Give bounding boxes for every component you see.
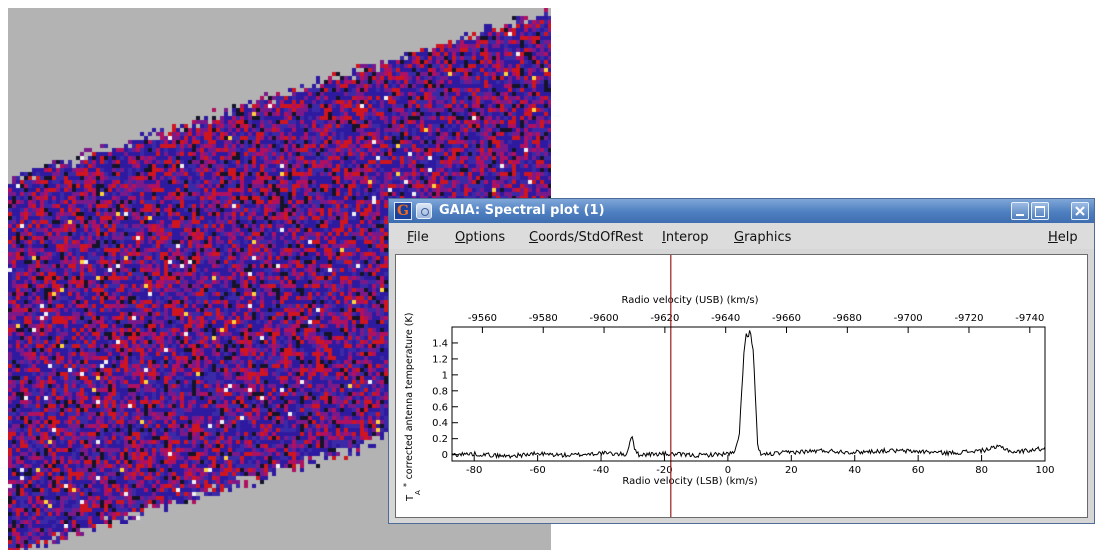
bottom-tick-label: -20: [656, 465, 672, 476]
gaia-logo-icon: G: [394, 202, 412, 220]
menu-file[interactable]: File: [407, 230, 429, 245]
spectral-plot-window: G GAIA: Spectral plot (1) File Options C…: [388, 198, 1095, 524]
bottom-tick-label: -60: [529, 465, 545, 476]
top-tick-label: -9600: [590, 313, 619, 324]
bottom-tick-label: 60: [912, 465, 925, 476]
plot-area[interactable]: Radio velocity (USB) (km/s) Radio veloci…: [395, 254, 1088, 518]
bottom-tick-label: 0: [725, 465, 731, 476]
y-axis-label: corrected antenna temperature (K): [404, 313, 415, 480]
bottom-tick-label: -40: [593, 465, 609, 476]
menu-coords[interactable]: Coords/StdOfRest: [529, 230, 644, 245]
spectrum-line: [451, 330, 1046, 460]
spectrum-point: [748, 337, 750, 339]
bottom-tick-label: -80: [466, 465, 482, 476]
close-button[interactable]: [1071, 202, 1089, 220]
top-tick-label: -9680: [833, 313, 862, 324]
top-tick-label: -9720: [954, 313, 983, 324]
spectrum-plot[interactable]: Radio velocity (USB) (km/s) Radio veloci…: [396, 255, 1087, 517]
y-tick-label: 0.6: [432, 402, 448, 413]
maximize-button[interactable]: [1031, 202, 1049, 220]
minimize-button[interactable]: [1011, 202, 1029, 220]
window-titlebar[interactable]: G GAIA: Spectral plot (1): [389, 199, 1094, 223]
window-title: GAIA: Spectral plot (1): [439, 203, 605, 218]
bottom-tick-label: 100: [1035, 465, 1054, 476]
top-axis-label: Radio velocity (USB) (km/s): [622, 295, 759, 306]
y-tick-label: 0: [442, 450, 448, 461]
top-tick-label: -9700: [894, 313, 923, 324]
bottom-tick-label: 20: [785, 465, 798, 476]
menu-graphics[interactable]: Graphics: [734, 230, 792, 245]
y-tick-label: 0.2: [432, 434, 448, 445]
top-tick-label: -9580: [529, 313, 558, 324]
bottom-tick-label: 80: [975, 465, 988, 476]
menu-interop[interactable]: Interop: [662, 230, 709, 245]
menu-bar: File Options Coords/StdOfRest Interop Gr…: [389, 223, 1094, 249]
top-tick-label: -9660: [772, 313, 801, 324]
spectrum-point: [749, 328, 751, 330]
spectrum-point: [886, 450, 888, 452]
y-axis-symbol-sub: A: [414, 490, 422, 495]
y-axis-symbol-sup: *: [402, 483, 411, 487]
top-tick-label: -9560: [468, 313, 497, 324]
y-tick-label: 1.2: [432, 354, 448, 365]
y-tick-label: 1.4: [432, 338, 448, 349]
top-tick-label: -9740: [1015, 313, 1044, 324]
close-icon: [1075, 206, 1085, 216]
menu-options[interactable]: Options: [455, 230, 506, 245]
spectrum-point: [632, 433, 634, 435]
y-tick-label: 0.4: [432, 418, 448, 429]
top-tick-label: -9640: [711, 313, 740, 324]
y-tick-label: 1: [442, 370, 448, 381]
spectrum-point: [695, 455, 697, 457]
y-axis-symbol: T: [405, 494, 416, 502]
bottom-tick-label: 40: [848, 465, 861, 476]
y-tick-label: 0.8: [432, 386, 448, 397]
top-tick-label: -9620: [650, 313, 679, 324]
bottom-axis-label: Radio velocity (LSB) (km/s): [622, 476, 757, 487]
menu-help[interactable]: Help: [1048, 230, 1078, 245]
window-menu-icon[interactable]: [416, 203, 432, 219]
spectrum-point: [634, 450, 636, 452]
plot-frame-box: [451, 326, 1046, 462]
